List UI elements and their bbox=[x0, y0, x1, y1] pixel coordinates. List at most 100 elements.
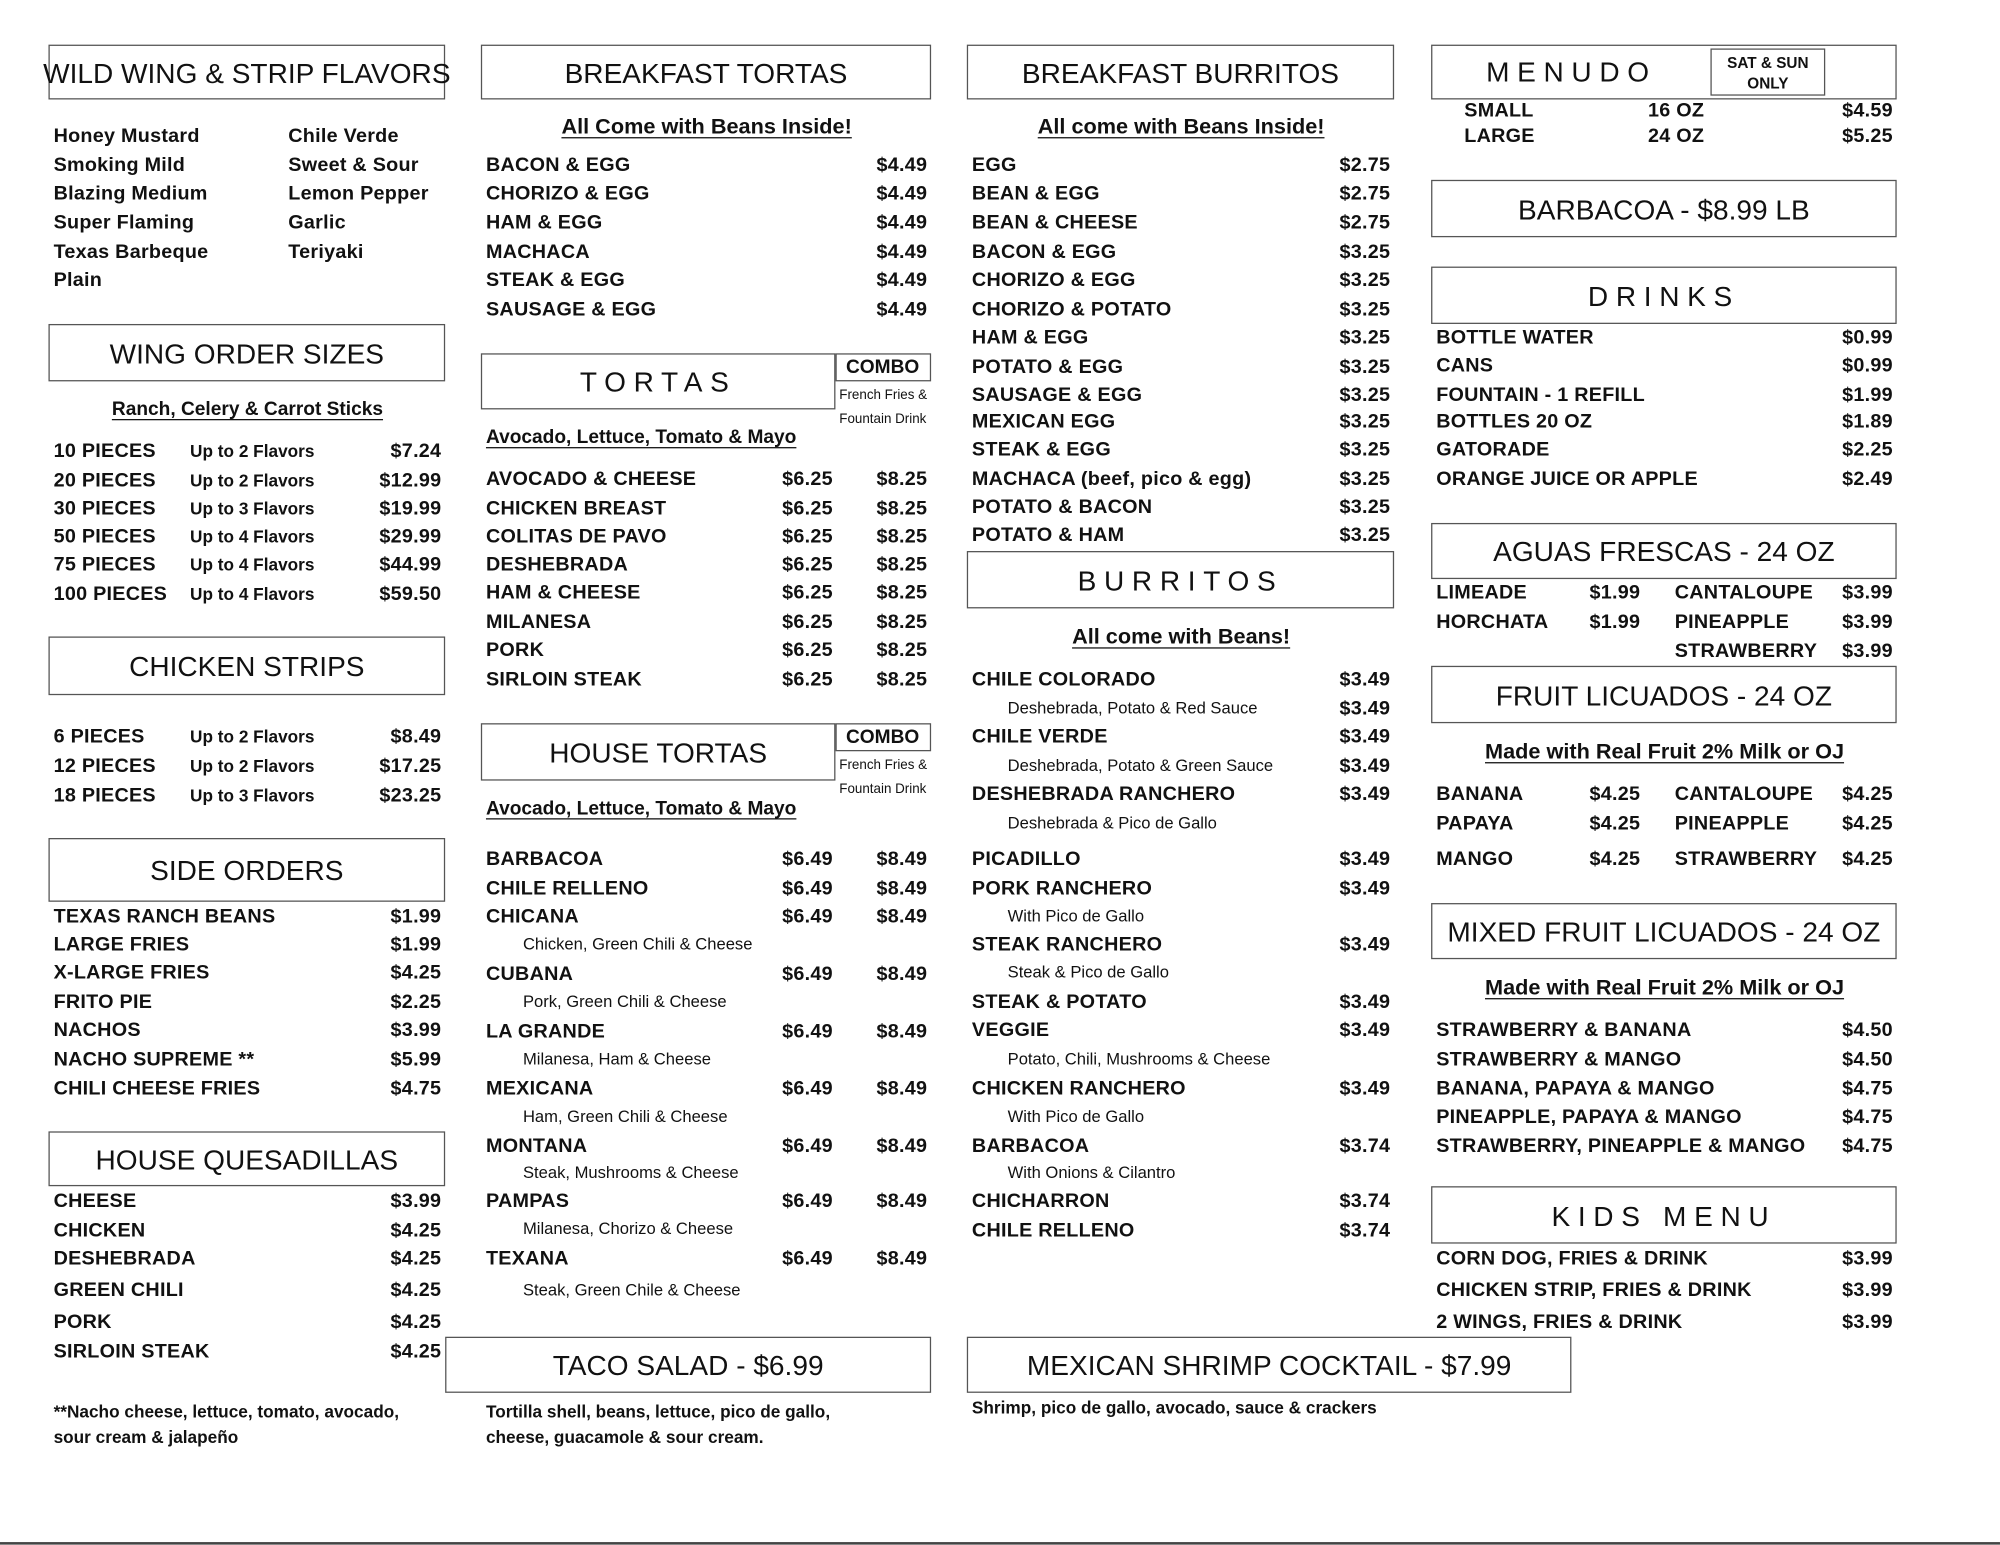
breakfast-torta-price: $4.49 bbox=[876, 154, 928, 177]
quesadilla-name: PORK bbox=[53, 1311, 112, 1334]
house-torta-price: $6.49 bbox=[782, 1078, 833, 1100]
drink-price: $2.25 bbox=[1842, 439, 1893, 461]
burrito-name: STEAK & POTATO bbox=[971, 991, 1147, 1014]
strip-price: $17.25 bbox=[379, 755, 442, 778]
wing-size-flavors: Up to 2 Flavors bbox=[190, 441, 315, 461]
burrito-description: Deshebrada & Pico de Gallo bbox=[1007, 813, 1217, 833]
house-tortas-combo-note: Fountain Drink bbox=[839, 781, 927, 797]
breakfast-burrito-price: $2.75 bbox=[1339, 212, 1391, 234]
breakfast-burrito-name: MACHACA (beef, pico & egg) bbox=[971, 468, 1252, 491]
torta-name: AVOCADO & CHEESE bbox=[485, 468, 697, 491]
menudo-badge: SAT & SUN bbox=[1727, 54, 1809, 73]
house-torta-name: CHICANA bbox=[485, 905, 579, 928]
side-order-name: CHILI CHEESE FRIES bbox=[53, 1078, 261, 1100]
house-torta-description: Milanesa, Chorizo & Cheese bbox=[522, 1218, 734, 1238]
breakfast-burrito-price: $2.75 bbox=[1339, 182, 1391, 205]
breakfast-tortas-title: BREAKFAST TORTAS bbox=[564, 56, 848, 89]
flavor-item: Garlic bbox=[288, 212, 346, 234]
mixed-fruit-licuados-box bbox=[1431, 903, 1897, 960]
house-tortas-title: HOUSE TORTAS bbox=[549, 736, 768, 769]
breakfast-burrito-name: POTATO & HAM bbox=[971, 524, 1125, 547]
wing-size-pieces: 75 PIECES bbox=[53, 553, 156, 576]
menudo-size: SMALL bbox=[1464, 99, 1534, 122]
breakfast-burrito-name: POTATO & EGG bbox=[971, 356, 1124, 378]
burrito-price: $3.49 bbox=[1339, 698, 1391, 720]
quesadilla-name: DESHEBRADA bbox=[53, 1247, 196, 1270]
mixed-licuado-name: PINEAPPLE, PAPAYA & MANGO bbox=[1436, 1106, 1742, 1128]
strip-pieces: 18 PIECES bbox=[53, 784, 156, 807]
torta-combo-price: $8.25 bbox=[876, 553, 928, 576]
strip-pieces: 6 PIECES bbox=[53, 726, 145, 748]
tortas-combo-note: Fountain Drink bbox=[839, 411, 927, 427]
burrito-description: Deshebrada, Potato & Green Sauce bbox=[1007, 755, 1274, 775]
burrito-price: $3.74 bbox=[1339, 1135, 1391, 1158]
house-quesadillas-title: HOUSE QUESADILLAS bbox=[95, 1143, 399, 1176]
breakfast-torta-price: $4.49 bbox=[876, 269, 928, 292]
breakfast-torta-name: BACON & EGG bbox=[485, 154, 631, 177]
side-order-price: $5.99 bbox=[390, 1048, 442, 1071]
agua-fresca-name: STRAWBERRY bbox=[1674, 640, 1818, 663]
wing-size-pieces: 10 PIECES bbox=[53, 440, 156, 463]
taco-salad-box bbox=[445, 1336, 932, 1393]
breakfast-burrito-price: $3.25 bbox=[1339, 298, 1391, 321]
agua-fresca-price: $1.99 bbox=[1589, 581, 1641, 604]
breakfast-burrito-price: $3.25 bbox=[1339, 241, 1391, 264]
house-torta-price: $6.49 bbox=[782, 848, 833, 871]
burrito-name: CHILE COLORADO bbox=[971, 668, 1156, 691]
house-torta-name: CUBANA bbox=[485, 963, 574, 986]
mixed-licuado-price: $4.75 bbox=[1842, 1135, 1893, 1158]
tortas-title: TORTAS bbox=[579, 366, 737, 398]
burrito-price: $3.49 bbox=[1339, 933, 1391, 956]
torta-combo-price: $8.25 bbox=[876, 468, 928, 491]
strip-pieces: 12 PIECES bbox=[53, 755, 156, 778]
torta-combo-price: $8.25 bbox=[876, 611, 928, 633]
wing-size-pieces: 100 PIECES bbox=[53, 583, 168, 605]
breakfast-tortas-box bbox=[480, 44, 932, 100]
side-order-name: NACHOS bbox=[53, 1019, 141, 1042]
burritos-box bbox=[966, 551, 1395, 609]
wing-size-flavors: Up to 2 Flavors bbox=[190, 470, 315, 491]
house-torta-combo-price: $8.49 bbox=[876, 1247, 928, 1270]
drink-price: $1.99 bbox=[1842, 384, 1893, 406]
shrimp-cocktail-description: Shrimp, pico de gallo, avocado, sauce & … bbox=[971, 1398, 1377, 1418]
agua-fresca-price: $3.99 bbox=[1842, 611, 1893, 633]
menudo-oz: 16 OZ bbox=[1647, 99, 1705, 122]
house-torta-combo-price: $8.49 bbox=[876, 848, 928, 871]
house-torta-combo-price: $8.49 bbox=[876, 877, 928, 900]
wing-size-flavors: Up to 4 Flavors bbox=[190, 527, 315, 547]
burrito-name: PICADILLO bbox=[971, 848, 1081, 871]
agua-fresca-name: CANTALOUPE bbox=[1674, 581, 1814, 604]
kids-item-name: CHICKEN STRIP, FRIES & DRINK bbox=[1436, 1279, 1752, 1302]
burrito-price: $3.49 bbox=[1339, 726, 1391, 748]
taco-salad-description: cheese, guacamole & sour cream. bbox=[485, 1427, 764, 1447]
burrito-description: With Pico de Gallo bbox=[1007, 1106, 1145, 1126]
side-order-price: $2.25 bbox=[390, 991, 442, 1014]
taco-salad-title: TACO SALAD - $6.99 bbox=[552, 1349, 824, 1382]
wing-size-pieces: 30 PIECES bbox=[53, 497, 156, 520]
house-tortas-combo-note: French Fries & bbox=[839, 757, 928, 773]
fruit-licuado-price: $4.25 bbox=[1842, 848, 1893, 871]
breakfast-burrito-price: $3.25 bbox=[1339, 468, 1391, 491]
wing-size-flavors: Up to 4 Flavors bbox=[190, 584, 315, 604]
burrito-price: $3.49 bbox=[1339, 1078, 1391, 1100]
agua-fresca-price: $3.99 bbox=[1842, 640, 1893, 663]
menudo-price: $4.59 bbox=[1842, 99, 1893, 122]
torta-name: HAM & CHEESE bbox=[485, 581, 641, 604]
flavor-item: Chile Verde bbox=[288, 125, 399, 148]
menudo-price: $5.25 bbox=[1842, 125, 1893, 148]
burrito-description: Deshebrada, Potato & Red Sauce bbox=[1007, 698, 1258, 718]
burrito-description: With Onions & Cilantro bbox=[1007, 1162, 1176, 1182]
house-torta-name: CHILE RELLENO bbox=[485, 877, 649, 900]
burrito-price: $3.74 bbox=[1339, 1190, 1391, 1213]
wing-size-price: $7.24 bbox=[390, 440, 442, 463]
fruit-licuado-price: $4.25 bbox=[1842, 812, 1893, 835]
mixed-licuado-price: $4.75 bbox=[1842, 1078, 1893, 1100]
breakfast-burrito-name: HAM & EGG bbox=[971, 326, 1089, 349]
fruit-licuado-name: PINEAPPLE bbox=[1674, 812, 1790, 835]
breakfast-burrito-name: POTATO & BACON bbox=[971, 496, 1153, 519]
breakfast-burrito-price: $3.25 bbox=[1339, 326, 1391, 349]
torta-name: COLITAS DE PAVO bbox=[485, 525, 667, 548]
breakfast-burrito-price: $3.25 bbox=[1339, 384, 1391, 406]
burrito-price: $3.49 bbox=[1339, 668, 1391, 691]
house-torta-description: Steak, Green Chile & Cheese bbox=[522, 1279, 741, 1300]
